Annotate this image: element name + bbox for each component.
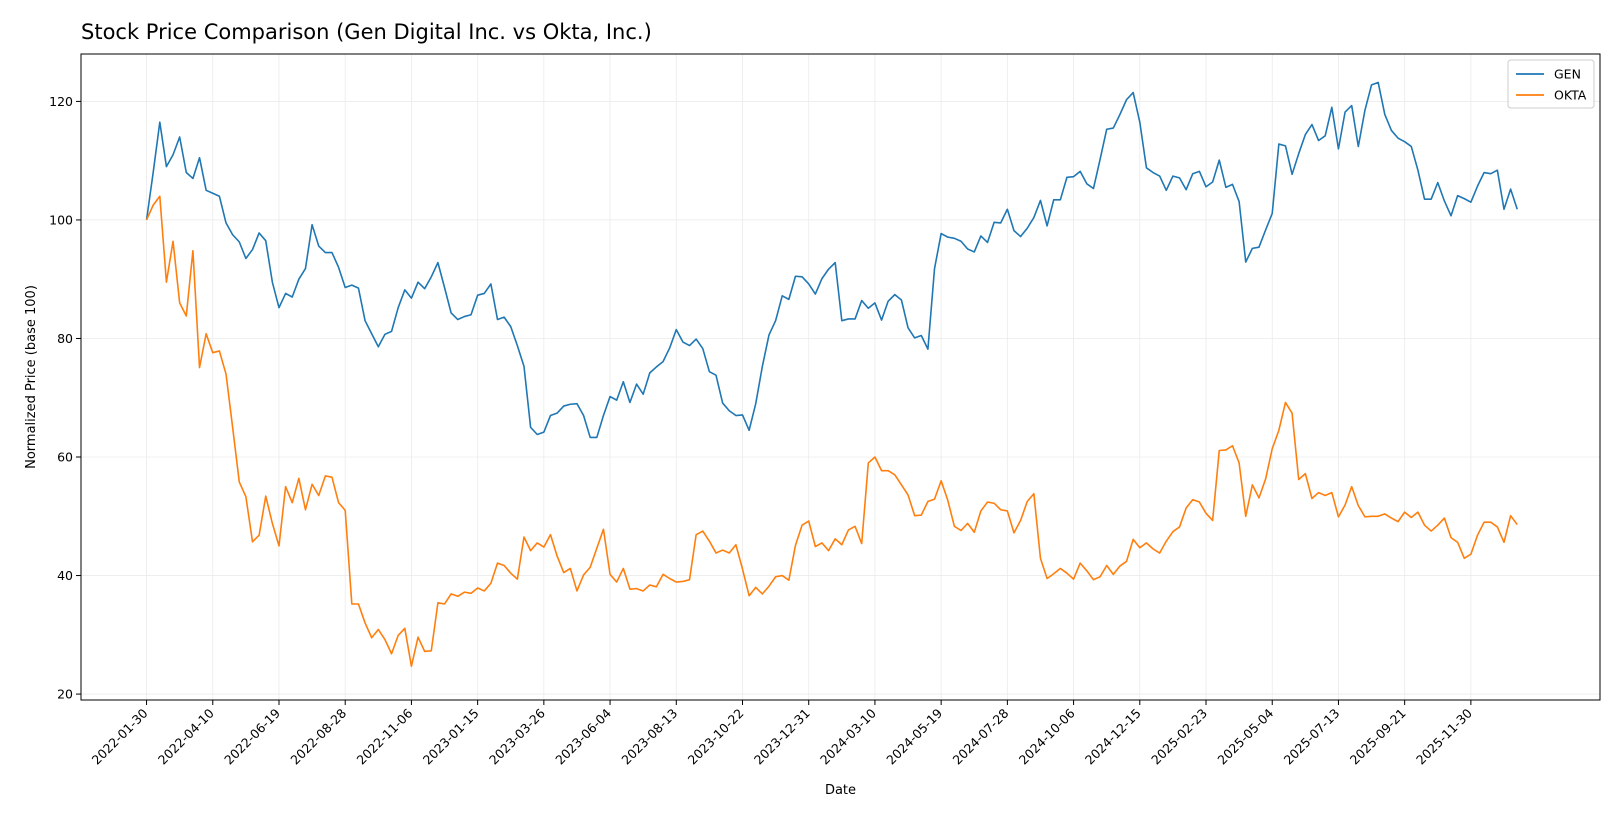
x-axis-label: Date (825, 783, 856, 798)
y-tick-label: 60 (57, 450, 73, 465)
x-tick-label: 2022-08-28 (287, 705, 349, 767)
x-tick-label: 2024-03-10 (817, 705, 879, 767)
x-tick-label: 2025-09-21 (1347, 706, 1409, 768)
series-line-gen (145, 81, 1518, 439)
y-tick-label: 100 (49, 212, 73, 227)
x-tick-label: 2023-10-22 (685, 706, 747, 768)
x-tick-label: 2024-07-28 (950, 705, 1012, 767)
plot-lines (145, 81, 1518, 668)
legend-box (1507, 59, 1595, 109)
x-tick-label: 2022-01-30 (89, 705, 151, 767)
grid (81, 54, 1600, 700)
x-tick-label: 2022-11-06 (354, 705, 416, 767)
y-tick-label: 120 (49, 94, 73, 109)
y-axis: 20 40 60 80 100 120 (49, 94, 81, 702)
legend-label-gen: GEN (1554, 67, 1581, 82)
x-tick-label: 2023-03-26 (486, 705, 548, 767)
x-axis: 2022-01-30 2022-04-10 2022-06-19 2022-08-28… (89, 700, 1475, 767)
series-line-okta (145, 195, 1518, 668)
y-tick-label: 20 (57, 687, 73, 702)
y-tick-label: 80 (57, 331, 73, 346)
chart-title: Stock Price Comparison (Gen Digital Inc.… (81, 20, 652, 44)
x-tick-label: 2025-11-30 (1413, 705, 1475, 767)
x-tick-label: 2025-02-23 (1148, 706, 1210, 768)
y-tick-label: 40 (57, 568, 73, 583)
x-tick-label: 2022-06-19 (221, 705, 283, 767)
x-tick-label: 2024-12-15 (1082, 706, 1144, 768)
x-tick-label: 2022-04-10 (155, 705, 217, 767)
x-tick-label: 2024-05-19 (883, 705, 945, 767)
x-tick-label: 2025-07-13 (1281, 706, 1343, 768)
x-tick-label: 2023-12-31 (751, 706, 813, 768)
x-tick-label: 2025-05-04 (1214, 705, 1276, 767)
y-axis-label: Normalized Price (base 100) (24, 285, 39, 469)
x-tick-label: 2023-01-15 (420, 706, 482, 768)
legend-label-okta: OKTA (1554, 88, 1587, 103)
plot-frame (80, 53, 1601, 701)
x-tick-label: 2023-08-13 (618, 706, 680, 768)
legend: GEN OKTA (1507, 59, 1595, 109)
x-tick-label: 2024-10-06 (1016, 705, 1078, 767)
x-tick-label: 2023-06-04 (552, 705, 614, 767)
